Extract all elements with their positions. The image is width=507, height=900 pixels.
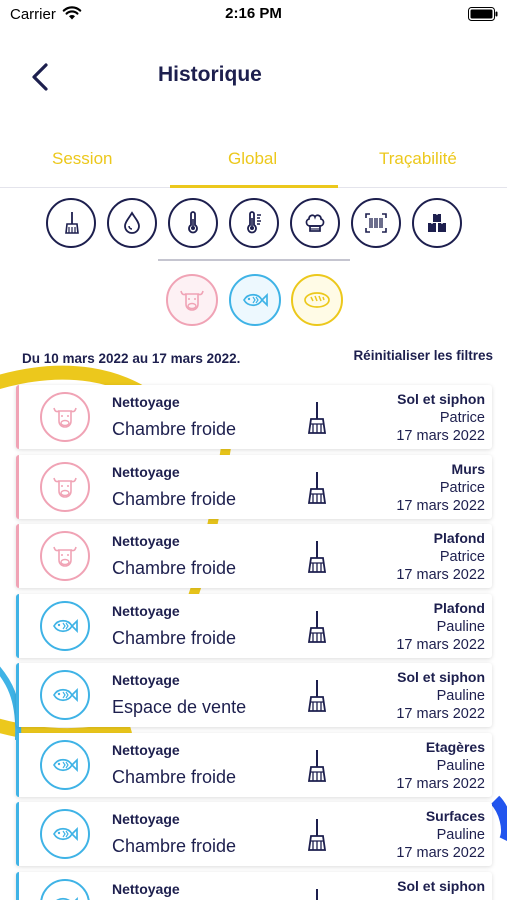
broom-icon xyxy=(307,541,327,573)
carrier-label: Carrier xyxy=(10,6,56,23)
entry-type: Nettoyage xyxy=(112,533,180,549)
history-entry[interactable]: Nettoyage Sol et siphon xyxy=(16,871,492,900)
tab-global[interactable]: Global xyxy=(228,149,278,168)
entry-zone: Surfaces xyxy=(425,808,485,824)
broom-icon xyxy=(307,680,327,712)
meat-icon xyxy=(53,477,77,498)
battery-icon xyxy=(468,7,498,21)
entry-type: Nettoyage xyxy=(112,602,180,619)
entry-type: Nettoyage xyxy=(112,394,180,410)
entry-place: Chambre froide xyxy=(112,558,237,578)
entry-place: Chambre froide xyxy=(112,766,237,787)
broom-icon xyxy=(307,749,327,782)
meat-category-badge xyxy=(40,531,90,581)
entry-zone: Sol et siphon xyxy=(397,391,485,407)
fish-category-badge xyxy=(40,670,90,720)
status-time: 2:16 PM xyxy=(225,5,282,22)
entry-user: Patrice xyxy=(439,549,485,565)
broom-icon xyxy=(307,610,327,643)
back-chevron-icon[interactable] xyxy=(26,60,56,94)
entry-user: Patrice xyxy=(439,479,485,496)
meat-category-badge xyxy=(40,461,90,512)
entry-place: Chambre froide xyxy=(112,419,237,439)
fish-filter-icon[interactable] xyxy=(229,274,281,326)
broom-icon xyxy=(307,819,327,851)
entry-zone: Sol et siphon xyxy=(397,877,485,894)
barcode-scan-icon[interactable] xyxy=(351,198,401,248)
entry-date: 17 mars 2022 xyxy=(396,845,485,861)
entry-user: Patrice xyxy=(439,410,485,426)
thermometer-scale-icon[interactable] xyxy=(229,198,279,248)
meat-icon xyxy=(53,407,77,428)
entry-zone: Etagères xyxy=(425,738,485,755)
entry-type: Nettoyage xyxy=(112,741,180,758)
meat-icon xyxy=(53,546,77,567)
meat-category-badge xyxy=(40,392,90,442)
date-range-label: Du 10 mars 2022 au 17 mars 2022. xyxy=(22,351,241,366)
fish-category-badge xyxy=(40,739,90,790)
broom-icon[interactable] xyxy=(46,198,96,248)
entry-date: 17 mars 2022 xyxy=(396,428,485,444)
broom-icon xyxy=(307,471,327,504)
boxes-icon[interactable] xyxy=(412,198,462,248)
history-entry[interactable]: Nettoyage Chambre froide Murs Patrice 17 mar… xyxy=(16,454,492,519)
fish-category-badge xyxy=(40,878,90,900)
entry-date: 17 mars 2022 xyxy=(396,567,485,583)
fish-icon xyxy=(53,757,78,772)
entry-place: Chambre froide xyxy=(112,488,237,509)
tab-tracabilite[interactable]: Traçabilité xyxy=(379,149,457,168)
entry-date: 17 mars 2022 xyxy=(396,636,485,653)
entry-type: Nettoyage xyxy=(112,463,180,480)
history-entry[interactable]: Nettoyage Chambre froide Plafond Patrice 17 … xyxy=(16,524,492,588)
history-entry[interactable]: Nettoyage Espace de vente Sol et siphon Pau… xyxy=(16,663,492,727)
tab-session[interactable]: Session xyxy=(52,149,113,168)
entry-place: Chambre froide xyxy=(112,627,237,648)
entry-user: Pauline xyxy=(436,688,485,704)
broom-icon xyxy=(316,888,318,900)
bread-filter-icon[interactable] xyxy=(291,274,343,326)
fish-icon xyxy=(53,618,78,633)
entry-user: Pauline xyxy=(436,827,485,843)
fish-category-badge xyxy=(40,600,90,651)
tab-bar: Session Global Traçabilité xyxy=(0,140,507,188)
filter-divider xyxy=(158,259,350,261)
entry-date: 17 mars 2022 xyxy=(396,706,485,722)
page-title: Historique xyxy=(158,63,262,86)
fish-icon xyxy=(53,687,78,703)
history-entry[interactable]: Nettoyage Chambre froide Plafond Pauline 17 … xyxy=(16,593,492,658)
water-drop-icon[interactable] xyxy=(107,198,157,248)
entry-user: Pauline xyxy=(436,757,485,774)
thermometer-icon[interactable] xyxy=(168,198,218,248)
category-filter-row xyxy=(0,198,507,252)
fish-icon xyxy=(55,896,78,900)
entry-zone: Plafond xyxy=(433,530,485,546)
history-entry[interactable]: Nettoyage Chambre froide Etagères Pauline 17… xyxy=(16,732,492,797)
product-filter-row xyxy=(0,274,507,326)
meat-filter-icon[interactable] xyxy=(166,274,218,326)
status-bar: Carrier 2:16 PM xyxy=(0,0,507,30)
history-entry[interactable]: Nettoyage Chambre froide Surfaces Pauline 17… xyxy=(16,802,492,866)
chef-hat-icon[interactable] xyxy=(290,198,340,248)
broom-icon xyxy=(307,402,327,434)
entry-zone: Sol et siphon xyxy=(397,669,485,685)
entry-place: Espace de vente xyxy=(112,697,247,717)
entry-date: 17 mars 2022 xyxy=(396,775,485,792)
entry-type: Nettoyage xyxy=(112,811,180,827)
entry-type: Nettoyage xyxy=(112,880,180,897)
entry-date: 17 mars 2022 xyxy=(396,497,485,514)
entry-type: Nettoyage xyxy=(112,672,180,688)
reset-filters-link[interactable]: Réinitialiser les filtres xyxy=(353,348,493,363)
active-tab-indicator xyxy=(170,185,338,188)
wifi-icon xyxy=(62,6,82,20)
entry-place: Chambre froide xyxy=(112,836,237,856)
entry-user: Pauline xyxy=(436,618,485,635)
fish-category-badge xyxy=(40,809,90,859)
fish-icon xyxy=(53,826,78,842)
entry-zone: Plafond xyxy=(433,599,485,616)
entry-zone: Murs xyxy=(451,460,485,477)
history-entry[interactable]: Nettoyage Chambre froide Sol et siphon Patr… xyxy=(16,385,492,449)
